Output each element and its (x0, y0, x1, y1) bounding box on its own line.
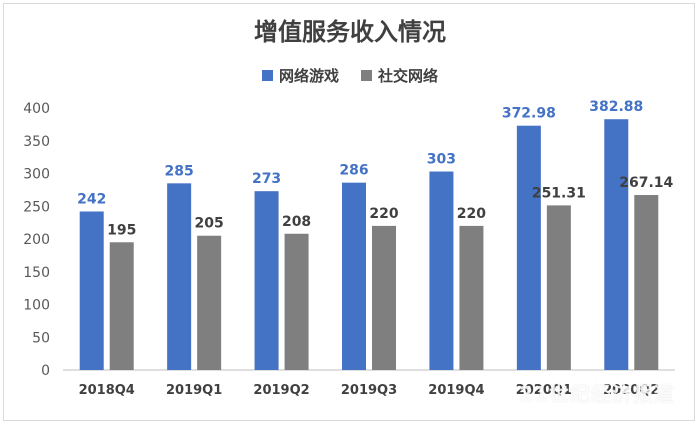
bar-0-2020Q2 (604, 119, 629, 371)
bar-1-2020Q2 (634, 195, 659, 370)
chart-frame (3, 3, 695, 421)
data-label: 273 (252, 171, 281, 187)
y-tick-label: 100 (23, 298, 50, 314)
x-tick-label: 2018Q4 (79, 383, 135, 398)
bar-0-2019Q1 (167, 183, 192, 370)
data-label: 286 (339, 163, 368, 179)
watermark-text: 21世纪经济报道 (519, 382, 675, 406)
bar-0-2018Q4 (79, 211, 104, 370)
y-tick-label: 350 (23, 134, 50, 150)
x-tick-label: 2020Q1 (516, 383, 572, 398)
x-tick-label: 2019Q4 (428, 383, 484, 398)
y-tick-label: 200 (23, 232, 50, 248)
y-tick-label: 300 (23, 167, 50, 183)
legend-item-social-networks: 社交网络 (361, 65, 438, 86)
data-label: 220 (457, 206, 486, 222)
bar-0-2019Q3 (342, 182, 366, 370)
y-tick-label: 250 (23, 199, 50, 215)
legend-label-online-games: 网络游戏 (278, 67, 339, 85)
data-label: 195 (107, 222, 136, 238)
bar-0-2020Q1 (516, 125, 541, 371)
bar-0-2019Q2 (254, 191, 279, 370)
bar-1-2019Q2 (284, 233, 309, 370)
data-label: 242 (77, 191, 106, 207)
bar-1-2019Q1 (197, 235, 222, 370)
watermark: 21世纪经济报道 21ST CENTURY BUSINESS HERALD (512, 378, 682, 414)
bar-1-2019Q4 (459, 225, 484, 370)
bar-1-2018Q4 (109, 242, 134, 370)
data-label: 267.14 (619, 175, 673, 191)
chart-legend: 网络游戏 社交网络 (0, 65, 700, 86)
x-tick-label: 2019Q3 (341, 383, 397, 398)
bar-1-2020Q1 (546, 205, 571, 370)
data-label: 303 (427, 152, 456, 168)
chart-title: 增值服务收入情况 (254, 18, 446, 46)
x-tick-label: 2019Q2 (253, 383, 309, 398)
data-label: 205 (195, 216, 224, 232)
data-label: 208 (282, 214, 311, 230)
y-tick-label: 0 (41, 363, 50, 379)
data-label: 285 (165, 163, 194, 179)
data-label: 251.31 (532, 185, 586, 201)
y-tick-label: 150 (23, 265, 50, 281)
y-tick-label: 50 (32, 330, 50, 346)
bar-1-2019Q3 (372, 225, 396, 370)
legend-label-social-networks: 社交网络 (378, 67, 439, 85)
legend-item-online-games: 网络游戏 (261, 65, 339, 86)
x-tick-label: 2020Q2 (603, 383, 659, 398)
bar-0-2019Q4 (429, 171, 454, 370)
watermark-subtext: 21ST CENTURY BUSINESS HERALD (532, 406, 662, 414)
data-label: 382.88 (589, 99, 643, 115)
data-label: 372.98 (502, 106, 556, 122)
y-tick-label: 400 (23, 101, 50, 117)
data-label: 220 (369, 206, 398, 222)
legend-swatch-social-networks (361, 70, 372, 81)
x-tick-label: 2019Q1 (166, 383, 222, 398)
legend-swatch-online-games (261, 70, 273, 81)
